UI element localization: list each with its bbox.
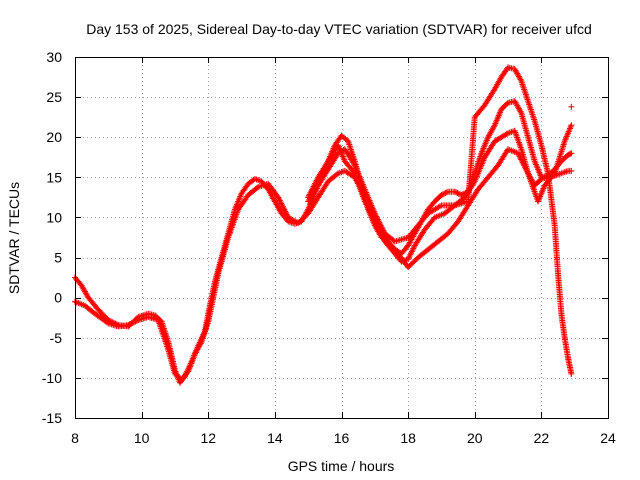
data-point bbox=[455, 190, 462, 197]
data-point bbox=[550, 171, 557, 178]
data-point bbox=[125, 321, 132, 328]
y-tick-label: 20 bbox=[46, 129, 62, 145]
y-axis-label: SDTVAR / TECUs bbox=[6, 182, 22, 294]
y-tick-label: 15 bbox=[46, 169, 62, 185]
data-point bbox=[453, 189, 460, 196]
x-tick-label: 16 bbox=[334, 430, 350, 446]
x-tick-label: 20 bbox=[467, 430, 483, 446]
series-track-5 bbox=[568, 103, 575, 110]
data-point bbox=[131, 319, 138, 326]
series-track-4 bbox=[305, 122, 575, 271]
x-axis-label: GPS time / hours bbox=[288, 458, 395, 474]
series-track-3 bbox=[305, 64, 575, 377]
data-point bbox=[133, 317, 140, 324]
data-point bbox=[568, 167, 575, 174]
data-point bbox=[503, 131, 510, 138]
data-point bbox=[568, 122, 575, 129]
x-tick-label: 8 bbox=[71, 430, 79, 446]
x-tick-label: 12 bbox=[200, 430, 216, 446]
chart-title: Day 153 of 2025, Sidereal Day-to-day VTE… bbox=[86, 21, 592, 37]
x-tick-label: 18 bbox=[400, 430, 416, 446]
x-tick-label: 10 bbox=[134, 430, 150, 446]
data-point bbox=[504, 65, 511, 72]
data-point bbox=[128, 320, 135, 327]
y-tick-label: -10 bbox=[42, 370, 62, 386]
data-point bbox=[129, 319, 136, 326]
y-tick-label: 10 bbox=[46, 209, 62, 225]
data-point bbox=[441, 190, 448, 197]
data-point bbox=[568, 150, 575, 157]
y-tick-label: -15 bbox=[42, 410, 62, 426]
x-tick-label: 22 bbox=[534, 430, 550, 446]
x-tick-label: 14 bbox=[267, 430, 283, 446]
y-tick-label: 25 bbox=[46, 89, 62, 105]
y-tick-label: 30 bbox=[46, 49, 62, 65]
y-tick-label: 5 bbox=[54, 250, 62, 266]
data-point bbox=[568, 370, 575, 377]
data-point bbox=[438, 191, 445, 198]
data-point bbox=[439, 191, 446, 198]
data-point bbox=[568, 103, 575, 110]
data-point bbox=[451, 188, 458, 195]
y-tick-label: -5 bbox=[50, 330, 63, 346]
data-point bbox=[132, 318, 139, 325]
x-tick-label: 24 bbox=[600, 430, 616, 446]
plot-area bbox=[72, 64, 575, 386]
axis-ticks: 8 10 12 14 16 18 20 22 24 -15 -10 -5 0 5 10 15 20 25 30 bbox=[42, 49, 616, 446]
data-point bbox=[126, 321, 133, 328]
data-point bbox=[442, 190, 449, 197]
data-point bbox=[443, 189, 450, 196]
data-point bbox=[458, 191, 465, 198]
y-tick-label: 0 bbox=[54, 290, 62, 306]
data-point bbox=[454, 190, 461, 197]
